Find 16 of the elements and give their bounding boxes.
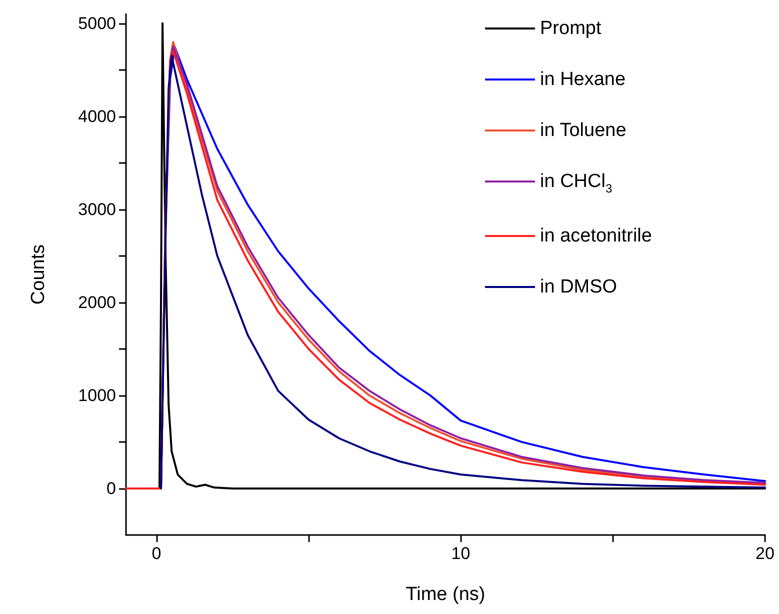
legend-label: Prompt bbox=[540, 18, 602, 39]
legend-label: in acetonitrile bbox=[540, 226, 652, 246]
x-tick-label: 10 bbox=[451, 544, 470, 563]
y-tick-label: 2000 bbox=[78, 292, 116, 312]
y-tick-label: 4000 bbox=[78, 106, 116, 126]
y-tick-label: 0 bbox=[106, 478, 116, 498]
x-axis-title: Time (ns) bbox=[406, 584, 486, 605]
legend-label: in DMSO bbox=[540, 276, 618, 298]
y-tick-label: 5000 bbox=[78, 14, 116, 33]
x-tick-label: 0 bbox=[152, 544, 162, 563]
y-axis-title: Counts bbox=[28, 244, 49, 305]
y-tick-label: 3000 bbox=[78, 200, 116, 219]
legend-label: in Toluene bbox=[540, 120, 626, 141]
legend-label: in Hexane bbox=[540, 69, 626, 90]
y-tick-label: 1000 bbox=[78, 386, 116, 405]
x-tick-label: 20 bbox=[756, 544, 774, 563]
